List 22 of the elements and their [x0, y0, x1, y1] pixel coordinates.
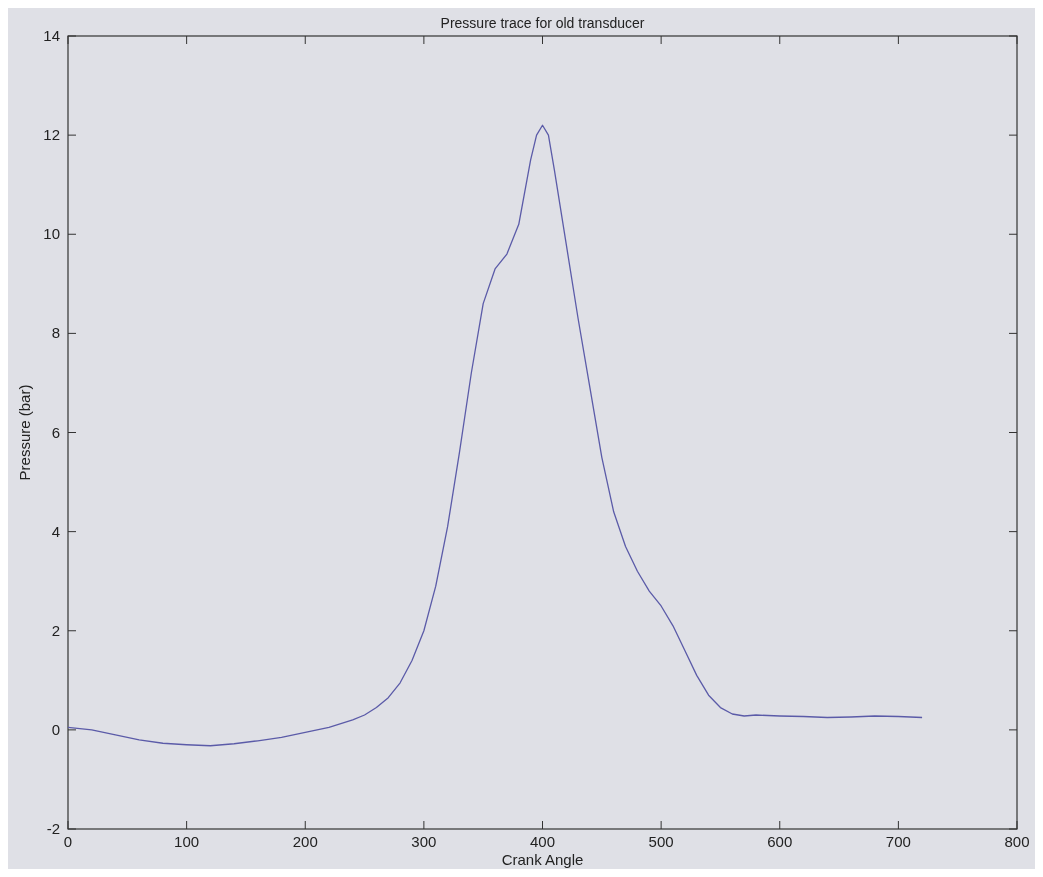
y-tick-label: 8 — [51, 324, 60, 342]
y-tick-label: 14 — [43, 27, 60, 44]
x-axis-title: Crank Angle — [501, 851, 584, 868]
chart-title: Pressure trace for old transducer — [440, 15, 645, 31]
y-tick-label: 10 — [43, 225, 60, 243]
x-tick-label: 500 — [648, 833, 674, 850]
y-tick-label: 6 — [51, 423, 60, 441]
x-tick-label: 200 — [292, 833, 318, 850]
x-tick-label: 800 — [1004, 833, 1030, 850]
y-tick-label: 0 — [51, 720, 60, 738]
x-tick-label: 700 — [885, 833, 911, 850]
y-tick-label: -2 — [46, 820, 60, 837]
y-tick-label: 2 — [51, 621, 60, 639]
x-tick-label: 0 — [63, 833, 73, 850]
y-tick-label: 12 — [43, 126, 60, 144]
x-tick-label: 300 — [411, 833, 437, 850]
x-tick-label: 100 — [174, 833, 200, 850]
y-tick-label: 4 — [51, 522, 60, 540]
x-tick-label: 400 — [529, 833, 556, 850]
x-tick-label: 600 — [767, 833, 793, 850]
line-series — [67, 124, 923, 747]
y-axis-title: Pressure (bar) — [16, 384, 33, 481]
